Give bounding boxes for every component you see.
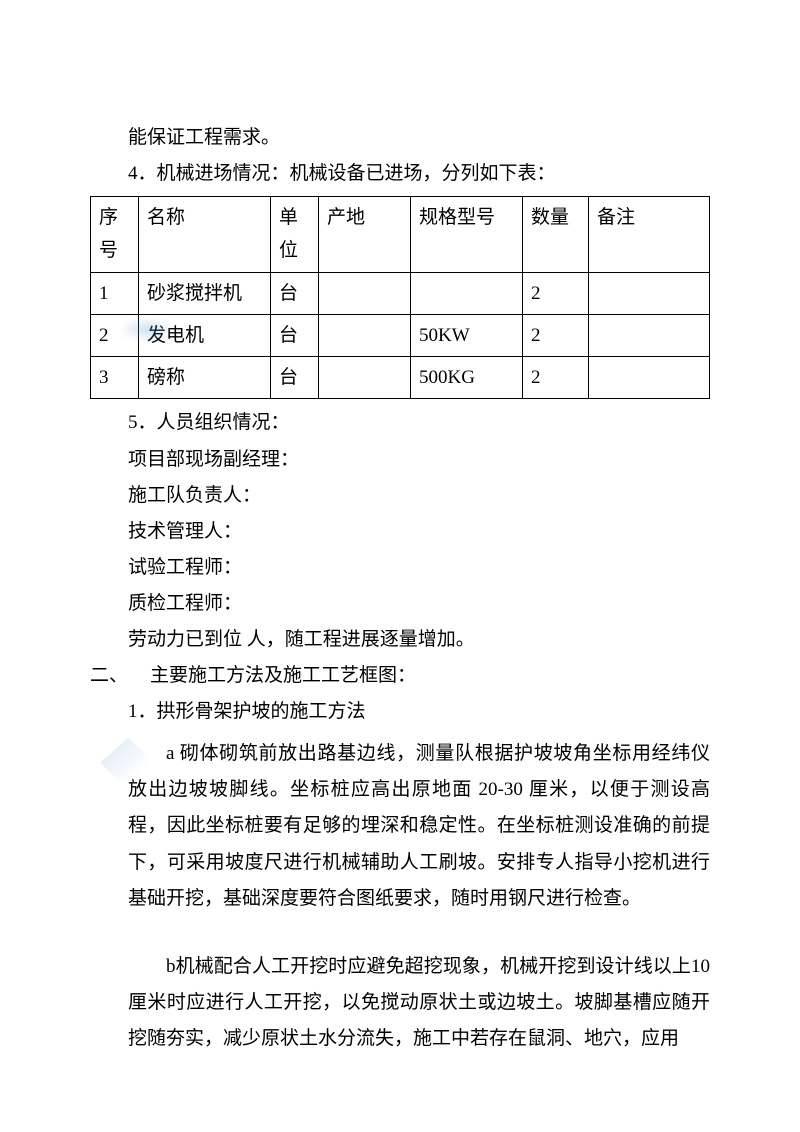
content-block: 能保证工程需求。 4．机械进场情况：机械设备已进场，分列如下表：: [128, 120, 710, 192]
cell-qty: 2: [523, 272, 589, 314]
th-name: 名称: [139, 197, 271, 273]
section2-sub1: 1．拱形骨架护坡的施工方法: [128, 694, 710, 730]
section2-title: 主要施工方法及施工工艺框图：: [150, 658, 416, 694]
cell-origin: [319, 272, 411, 314]
cell-name: 磅称: [139, 357, 271, 399]
section2-heading-row: 二、 主要施工方法及施工工艺框图：: [90, 658, 710, 694]
cell-spec: 50KW: [411, 314, 523, 356]
cell-origin: [319, 314, 411, 356]
th-origin: 产地: [319, 197, 411, 273]
cell-unit: 台: [271, 357, 319, 399]
equipment-table: 序号 名称 单位 产地 规格型号 数量 备注 1 砂浆搅拌机 台 2 2 发电机…: [90, 196, 710, 399]
role-qc-engineer: 质检工程师：: [128, 586, 710, 622]
role-tech-manager: 技术管理人：: [128, 514, 710, 550]
role-test-engineer: 试验工程师：: [128, 550, 710, 586]
cell-note: [589, 272, 710, 314]
labor-line: 劳动力已到位 人，随工程进展逐量增加。: [128, 622, 710, 658]
th-seq: 序号: [91, 197, 139, 273]
role-team-leader: 施工队负责人：: [128, 478, 710, 514]
cell-unit: 台: [271, 272, 319, 314]
cell-seq: 1: [91, 272, 139, 314]
table-header-row: 序号 名称 单位 产地 规格型号 数量 备注: [91, 197, 710, 273]
table-row: 2 发电机 台 50KW 2: [91, 314, 710, 356]
section2-number: 二、: [90, 658, 150, 694]
cell-origin: [319, 357, 411, 399]
cell-qty: 2: [523, 314, 589, 356]
table-row: 1 砂浆搅拌机 台 2: [91, 272, 710, 314]
role-deputy-manager: 项目部现场副经理：: [128, 442, 710, 478]
cell-seq: 2: [91, 314, 139, 356]
method-para-b: b机械配合人工开挖时应避免超挖现象，机械开挖到设计线以上10厘米时应进行人工开挖…: [128, 949, 710, 1057]
th-qty: 数量: [523, 197, 589, 273]
cell-name: 发电机: [139, 314, 271, 356]
intro-line-1: 能保证工程需求。: [128, 120, 710, 156]
cell-unit: 台: [271, 314, 319, 356]
personnel-block: 5．人员组织情况： 项目部现场副经理： 施工队负责人： 技术管理人： 试验工程师…: [128, 405, 710, 658]
intro-line-2: 4．机械进场情况：机械设备已进场，分列如下表：: [128, 156, 710, 192]
section2-body: 1．拱形骨架护坡的施工方法 a 砌体砌筑前放出路基边线，测量队根据护坡坡角坐标用…: [128, 694, 710, 1057]
cell-name: 砂浆搅拌机: [139, 272, 271, 314]
cell-spec: 500KG: [411, 357, 523, 399]
table-row: 3 磅称 台 500KG 2: [91, 357, 710, 399]
method-para-a: a 砌体砌筑前放出路基边线，测量队根据护坡坡角坐标用经纬仪放出边坡坡脚线。坐标桩…: [128, 736, 710, 916]
cell-note: [589, 357, 710, 399]
th-unit: 单位: [271, 197, 319, 273]
cell-qty: 2: [523, 357, 589, 399]
cell-spec: [411, 272, 523, 314]
th-spec: 规格型号: [411, 197, 523, 273]
cell-seq: 3: [91, 357, 139, 399]
cell-note: [589, 314, 710, 356]
th-note: 备注: [589, 197, 710, 273]
personnel-heading: 5．人员组织情况：: [128, 405, 710, 441]
